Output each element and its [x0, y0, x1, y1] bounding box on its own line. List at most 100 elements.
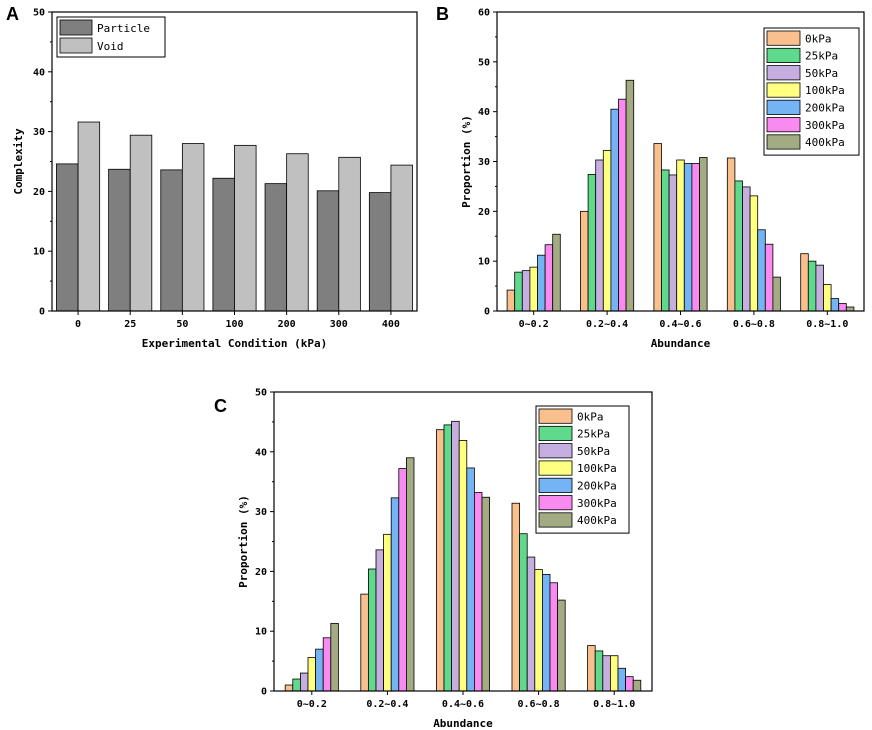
legend-swatch: [59, 19, 93, 36]
bar-300kpa-0: [322, 637, 332, 692]
bar-100kpa-0: [307, 657, 316, 692]
legend-label: 200kPa: [577, 480, 617, 493]
bar-particle-3: [212, 177, 235, 312]
bar-0kpa-1: [360, 593, 369, 692]
legend-label: 50kPa: [577, 445, 610, 458]
bar-200kpa-2: [466, 467, 475, 692]
x-tick-label: 0.6~0.8: [518, 699, 560, 710]
bar-200kpa-2: [683, 163, 693, 312]
legend-label: 0kPa: [805, 32, 832, 45]
y-tick-label: 40: [478, 107, 490, 118]
panel-c: C 0~0.2 0.2~0.4 0.4~0.6 0.6~0.8 0.8~1.0 0 10 20 3…: [214, 388, 653, 730]
bar-0kpa-2: [653, 143, 662, 312]
legend-swatch: [766, 65, 801, 81]
x-tick-label: 0.2~0.4: [586, 319, 628, 330]
plot-frame: [51, 11, 418, 312]
bar-void-5: [338, 156, 361, 312]
bar-300kpa-1: [618, 98, 627, 312]
bar-particle-5: [316, 190, 340, 312]
bar-50kpa-0: [299, 672, 309, 692]
legend-swatch: [59, 37, 93, 54]
bar-particle-4: [264, 183, 288, 312]
bar-50kpa-4: [815, 264, 824, 312]
bar-300kpa-3: [549, 582, 558, 692]
legend-swatch: [538, 425, 573, 441]
bar-0kpa-2: [435, 429, 445, 692]
bar-400kpa-0: [330, 623, 339, 692]
bar-50kpa-2: [668, 174, 678, 312]
x-tick-label: 100: [225, 319, 243, 330]
bar-25kpa-1: [587, 174, 597, 312]
bar-0kpa-1: [580, 210, 589, 312]
bar-50kpa-3: [526, 556, 536, 692]
bar-200kpa-4: [830, 298, 840, 312]
legend-swatch: [538, 443, 573, 459]
panel-label: C: [214, 396, 227, 416]
bar-0kpa-0: [284, 684, 294, 692]
y-tick-label: 10: [33, 247, 45, 258]
x-tick-label: 0.2~0.4: [366, 699, 408, 710]
bar-300kpa-3: [764, 243, 774, 312]
y-axis-title: Complexity: [12, 128, 25, 195]
legend-label: Particle: [97, 22, 150, 35]
x-tick-label: 0.8~1.0: [806, 319, 848, 330]
bar-0kpa-3: [726, 157, 736, 312]
x-axis-title: Abundance: [433, 717, 493, 730]
bar-25kpa-3: [519, 533, 528, 692]
bar-100kpa-3: [534, 569, 543, 692]
legend: 0kPa 25kPa 50kPa 100kPa 200kPa 300kPa 400kPa: [535, 405, 630, 534]
legend-swatch: [766, 99, 801, 115]
bar-25kpa-1: [367, 568, 377, 692]
bar-300kpa-2: [691, 163, 700, 312]
bar-void-2: [181, 143, 205, 312]
legend-label: 400kPa: [577, 514, 617, 527]
bar-400kpa-1: [405, 457, 415, 692]
bar-300kpa-2: [473, 492, 483, 692]
bar-0kpa-3: [511, 502, 520, 692]
bar-400kpa-2: [481, 496, 490, 692]
y-tick-label: 50: [478, 57, 490, 68]
y-tick-label: 20: [255, 567, 267, 578]
bar-50kpa-0: [521, 270, 531, 312]
legend-label: 25kPa: [577, 428, 610, 441]
bar-100kpa-0: [529, 266, 538, 312]
bar-25kpa-2: [661, 169, 670, 312]
bar-400kpa-3: [557, 599, 566, 692]
x-tick-label: 0.6~0.8: [733, 319, 775, 330]
bar-50kpa-3: [742, 186, 751, 312]
legend-label: 200kPa: [805, 102, 845, 115]
y-tick-label: 60: [478, 8, 490, 19]
bar-300kpa-1: [398, 468, 407, 692]
bar-200kpa-1: [390, 497, 400, 692]
bar-void-6: [390, 164, 413, 312]
bar-300kpa-0: [544, 244, 554, 312]
bar-void-3: [234, 144, 257, 312]
bar-100kpa-4: [610, 655, 619, 692]
x-tick-label: 0.8~1.0: [593, 699, 635, 710]
bar-particle-1: [108, 168, 131, 312]
legend-swatch: [538, 512, 573, 528]
bar-400kpa-3: [772, 276, 781, 312]
y-tick-label: 40: [255, 447, 267, 458]
x-tick-label: 0~0.2: [519, 319, 549, 330]
bar-200kpa-0: [537, 254, 546, 312]
panel-b: B 0~0.2 0.2~0.4 0.4~0.6 0.6~0.8 0.8~1.0 0 10 20 3…: [436, 4, 865, 350]
legend-swatch: [538, 495, 573, 511]
panel-label: B: [436, 4, 449, 24]
legend-swatch: [766, 82, 801, 98]
legend-label: 300kPa: [577, 497, 617, 510]
bar-400kpa-4: [632, 679, 642, 692]
x-tick-label: 0.4~0.6: [659, 319, 701, 330]
legend-swatch: [766, 134, 801, 150]
bar-100kpa-1: [602, 150, 612, 312]
x-tick-label: 50: [176, 319, 188, 330]
bar-void-4: [286, 153, 309, 312]
bar-50kpa-1: [595, 159, 604, 312]
legend: Particle Void: [56, 16, 166, 58]
legend-label: 0kPa: [577, 410, 604, 423]
y-axis-title: Proportion (%): [460, 115, 473, 208]
bar-100kpa-1: [383, 533, 392, 692]
y-tick-label: 40: [33, 67, 45, 78]
bar-particle-0: [56, 163, 79, 312]
